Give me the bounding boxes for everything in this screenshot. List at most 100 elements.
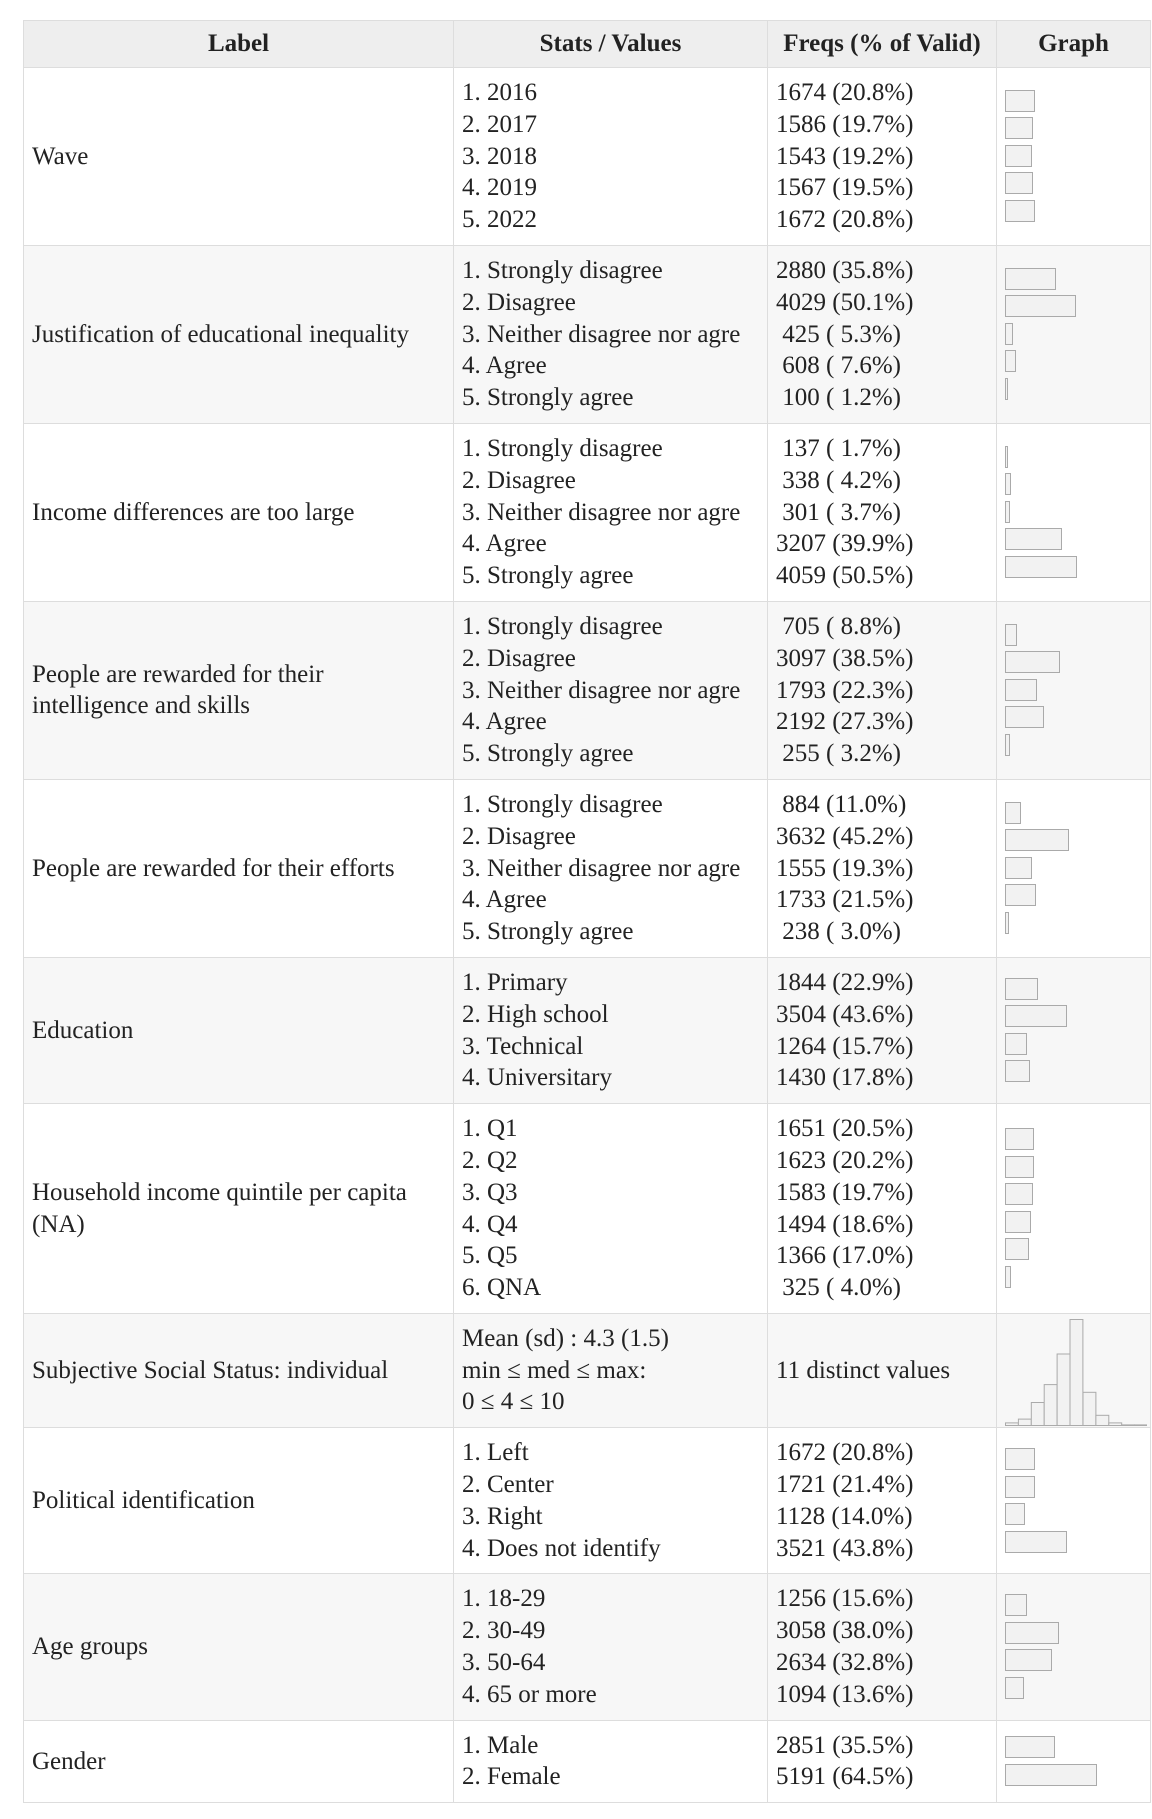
graph-cell [996,956,1151,1105]
stats-values-cell: 1. Primary 2. High school 3. Technical 4. U… [453,956,768,1105]
bar-graph [1005,445,1150,578]
stats-value-line: min ≤ med ≤ max: [462,1356,647,1384]
frequency-bar [1005,144,1032,167]
histogram-bar [1043,1383,1058,1426]
freq-value-line: 1583 (19.7%) [776,1178,914,1206]
stats-value-line: 1. Strongly disagree [462,790,663,818]
frequency-bar [1005,1475,1035,1498]
frequency-bar [1005,1530,1067,1553]
stats-value-line: 2. Center [462,1471,554,1499]
variable-label: Wave [23,67,454,246]
frequency-bar [1005,1503,1025,1526]
frequency-bar [1005,89,1035,112]
variable-label: Political identification [23,1427,454,1575]
frequency-bar [1005,1763,1097,1786]
bar-graph [1005,801,1150,934]
stats-value-line: 3. 50-64 [462,1649,546,1677]
freqs-cell: 2851 (35.5%) 5191 (64.5%) [767,1719,997,1804]
freq-value-line: 2634 (32.8%) [776,1649,914,1677]
freq-value-line: 1623 (20.2%) [776,1146,914,1174]
freqs-cell: 137 ( 1.7%) 338 ( 4.2%) 301 ( 3.7%) 3207 … [767,422,997,602]
header-stats-values: Stats / Values [453,20,768,68]
freq-value-line: 1674 (20.8%) [776,79,914,106]
stats-value-line: 1. Strongly disagree [462,256,663,284]
variable-label: People are rewarded for their intelligen… [23,600,454,780]
graph-cell [996,422,1151,602]
frequency-bar [1005,623,1017,646]
stats-values-cell: 1. Strongly disagree 2. Disagree 3. Neithe… [453,244,768,424]
stats-value-line: 3. Right [462,1502,543,1530]
frequency-bar [1005,322,1013,345]
frequency-bar [1005,528,1062,551]
frequency-bar [1005,977,1038,1000]
frequency-bar [1005,1649,1052,1672]
freqs-cell: 2880 (35.8%) 4029 (50.1%) 425 ( 5.3%) 608… [767,244,997,424]
stats-value-line: 2. Disagree [462,288,576,316]
freq-value-line: 1543 (19.2%) [776,142,914,170]
stats-value-line: 5. Strongly agree [462,562,634,590]
stats-values-cell: 1. Strongly disagree 2. Disagree 3. Neithe… [453,778,768,958]
stats-values-cell: 1. Q1 2. Q2 3. Q3 4. Q4 5. Q5 6. QNA [453,1103,768,1314]
table-row: Justification of educational inequality 1… [23,244,1151,424]
frequency-bar [1005,267,1056,290]
freq-value-line: 325 ( 4.0%) [776,1274,901,1302]
histogram-bar [1095,1414,1110,1426]
freqs-cell: 1651 (20.5%) 1623 (20.2%) 1583 (19.7%) 1494… [767,1103,997,1314]
freqs-cell: 705 ( 8.8%) 3097 (38.5%) 1793 (22.3%) 2192 … [767,600,997,780]
stats-value-line: 1. Male [462,1731,539,1759]
freq-value-line: 3632 (45.2%) [776,822,914,850]
freq-value-line: 608 ( 7.6%) [776,352,901,380]
freq-value-line: 100 ( 1.2%) [776,384,901,412]
frequency-bar [1005,1621,1059,1644]
frequency-bar [1005,1155,1034,1178]
frequency-bar [1005,377,1008,400]
stats-value-line: 4. 65 or more [462,1680,597,1708]
frequency-bar [1005,117,1033,140]
variable-label: Age groups [23,1573,454,1721]
stats-value-line: 4. Does not identify [462,1534,661,1562]
freq-value-line: 1651 (20.5%) [776,1115,914,1143]
freq-value-line: 1430 (17.8%) [776,1064,914,1092]
frequency-bar [1005,1060,1030,1083]
header-freqs: Freqs (% of Valid) [767,20,997,68]
freq-value-line: 1733 (21.5%) [776,886,914,914]
stats-value-line: 1. 18-29 [462,1585,546,1613]
stats-value-line: 2. 30-49 [462,1617,546,1645]
freqs-cell: 1844 (22.9%) 3504 (43.6%) 1264 (15.7%) 1430… [767,956,997,1105]
table-row: Political identification 1. Left 2. Center… [23,1427,1151,1575]
frequency-bar [1005,1265,1011,1288]
freq-value-line: 3058 (38.0%) [776,1617,914,1645]
freq-value-line: 11 distinct values [776,1356,951,1384]
freqs-cell: 1674 (20.8%) 1586 (19.7%) 1543 (19.2%) 1567… [767,67,997,246]
table-row: Gender 1. Male 2. Female 2851 (35.5%) 5191 (… [23,1719,1151,1804]
freq-value-line: 1586 (19.7%) [776,110,914,138]
summary-table: Label Stats / Values Freqs (% of Valid) … [23,20,1151,1804]
stats-value-line: 1. 2016 [462,79,537,106]
freq-value-line: 238 ( 3.0%) [776,918,901,946]
stats-value-line: 3. Neither disagree nor agre [462,854,741,882]
histogram [1005,1318,1147,1426]
freq-value-line: 301 ( 3.7%) [776,498,901,526]
frequency-bar [1005,733,1010,756]
stats-value-line: 3. Q3 [462,1178,518,1206]
frequency-bar [1005,1183,1033,1206]
graph-cell [996,1719,1151,1804]
stats-value-line: 1. Left [462,1439,529,1467]
frequency-bar [1005,1005,1067,1028]
frequency-bar [1005,1210,1031,1233]
frequency-bar [1005,856,1032,879]
freq-value-line: 338 ( 4.2%) [776,466,901,494]
bar-graph [1005,1128,1150,1288]
frequency-bar [1005,911,1009,934]
histogram-bar [1069,1318,1084,1426]
freq-value-line: 2880 (35.8%) [776,256,914,284]
stats-value-line: 1. Strongly disagree [462,612,663,640]
bar-graph [1005,267,1150,400]
frequency-bar [1005,350,1016,373]
table-row: Age groups 1. 18-29 2. 30-49 3. 50-64 4. 65 … [23,1573,1151,1721]
stats-value-line: 4. Agree [462,886,547,914]
stats-values-cell: 1. Left 2. Center 3. Right 4. Does not iden… [453,1427,768,1575]
freq-value-line: 3504 (43.6%) [776,1000,914,1028]
stats-value-line: 3. Neither disagree nor agre [462,498,741,526]
table-row: People are rewarded for their efforts 1. … [23,778,1151,958]
